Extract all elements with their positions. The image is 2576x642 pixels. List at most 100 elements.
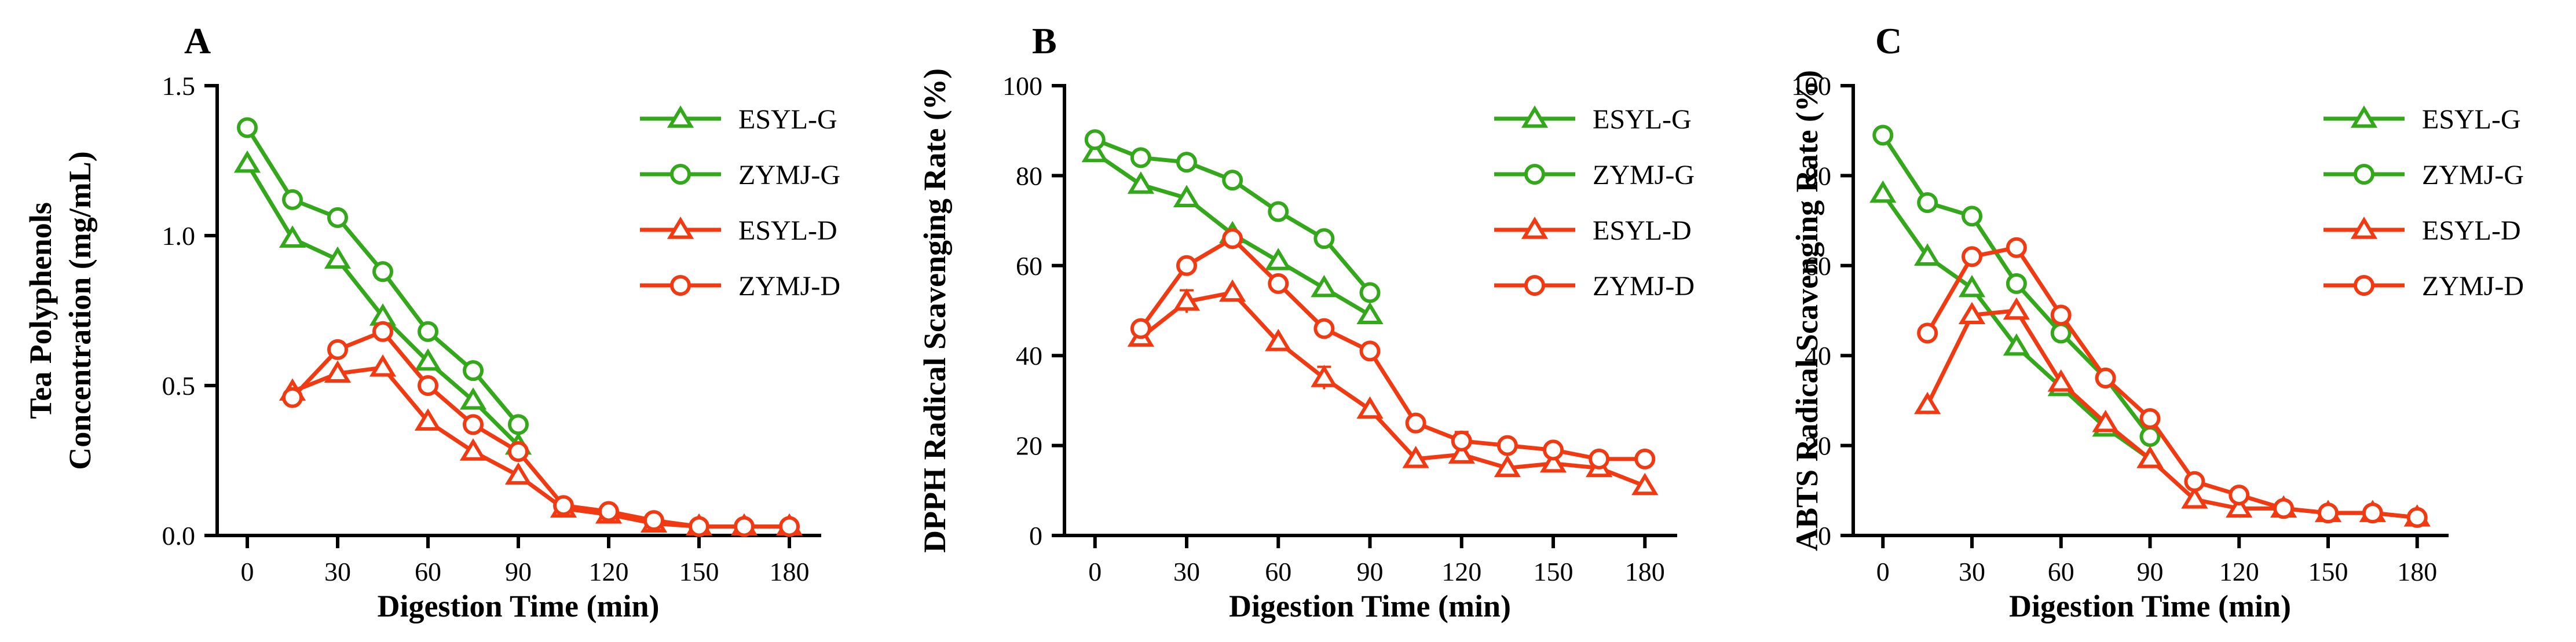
y-tick-label: 0 bbox=[1818, 521, 1831, 551]
panel-a: A 0 30 60 90 120 150 180 0.0 0.5 1.0 1.5 Digestion T… bbox=[23, 20, 840, 623]
series-esyl-g bbox=[1869, 180, 2164, 468]
data-point bbox=[643, 510, 664, 531]
data-point bbox=[327, 339, 348, 360]
series-line bbox=[1139, 236, 1645, 461]
data-point bbox=[2362, 502, 2383, 524]
data-point bbox=[327, 207, 348, 228]
x-tick-label: 90 bbox=[1357, 557, 1384, 586]
x-tick-label: 120 bbox=[2219, 557, 2259, 586]
data-point bbox=[1631, 472, 1659, 496]
series-esyl-d bbox=[1127, 279, 1659, 496]
data-point bbox=[233, 150, 261, 173]
legend: ESYL-G ZYMJ-G ESYL-D ZYMJ-D bbox=[1494, 104, 1695, 302]
data-point bbox=[282, 387, 303, 408]
panel-letter: A bbox=[184, 20, 211, 61]
data-point bbox=[1402, 446, 1429, 468]
data-point bbox=[1313, 228, 1335, 250]
y-tick-label: 0.5 bbox=[162, 371, 196, 401]
data-point bbox=[1222, 228, 1243, 250]
data-point bbox=[1356, 396, 1384, 419]
data-point bbox=[414, 408, 442, 431]
legend-marker bbox=[667, 217, 694, 239]
data-point bbox=[372, 261, 393, 283]
data-point bbox=[2139, 408, 2161, 429]
data-point bbox=[2184, 471, 2205, 492]
legend-marker bbox=[1524, 275, 1545, 296]
data-point bbox=[553, 495, 574, 516]
data-point bbox=[372, 321, 393, 342]
data-point bbox=[1311, 274, 1338, 298]
data-point bbox=[1311, 365, 1338, 387]
data-point bbox=[2318, 502, 2339, 524]
legend-marker bbox=[1521, 105, 1549, 128]
data-point bbox=[463, 414, 484, 435]
data-point bbox=[1176, 255, 1197, 276]
legend-marker bbox=[1521, 217, 1549, 239]
y-tick-label: 40 bbox=[1016, 341, 1042, 370]
data-point bbox=[689, 516, 709, 537]
legend-label: ESYL-D bbox=[738, 215, 837, 246]
x-tick-label: 0 bbox=[241, 557, 254, 586]
data-point bbox=[2003, 333, 2030, 356]
legend-marker bbox=[2354, 164, 2374, 185]
data-point bbox=[734, 516, 755, 537]
y-tick-label: 100 bbox=[1791, 71, 1831, 101]
data-point bbox=[1265, 248, 1292, 270]
data-point bbox=[2092, 409, 2119, 432]
panel-letter: C bbox=[1875, 20, 1902, 61]
legend-label: ZYMJ-G bbox=[2422, 160, 2524, 190]
panel-letter: B bbox=[1032, 20, 1057, 61]
data-point bbox=[1543, 439, 1564, 461]
data-point bbox=[1081, 140, 1108, 163]
data-point bbox=[1130, 147, 1151, 168]
y-tick-label: 1.0 bbox=[162, 221, 196, 251]
data-point bbox=[1539, 450, 1567, 473]
data-point bbox=[2273, 498, 2295, 519]
series-line bbox=[1925, 309, 2418, 520]
data-point bbox=[1219, 279, 1246, 302]
data-point bbox=[1589, 448, 1610, 469]
data-point bbox=[1872, 124, 1894, 146]
data-point bbox=[1356, 302, 1384, 325]
data-point bbox=[2406, 507, 2428, 528]
series-esyl-d bbox=[1913, 297, 2431, 527]
y-tick-label: 60 bbox=[1805, 251, 1831, 281]
x-tick-label: 150 bbox=[2308, 557, 2348, 586]
legend-marker bbox=[2350, 217, 2378, 239]
data-point bbox=[504, 462, 532, 485]
legend-label: ESYL-D bbox=[1593, 215, 1692, 246]
data-point bbox=[2050, 305, 2072, 326]
legend-marker bbox=[2350, 105, 2378, 128]
series-line bbox=[291, 329, 789, 529]
legend-label: ZYMJ-D bbox=[738, 271, 840, 302]
y-tick-label: 60 bbox=[1016, 251, 1042, 281]
x-tick-label: 120 bbox=[589, 557, 629, 586]
x-axis-title: Digestion Time (min) bbox=[377, 589, 659, 623]
data-point bbox=[1494, 454, 1521, 478]
data-point bbox=[237, 117, 258, 138]
legend-marker bbox=[2354, 275, 2374, 296]
data-point bbox=[2229, 485, 2250, 506]
x-tick-label: 0 bbox=[1876, 557, 1890, 586]
y-axis-title: ABTS Radical Scavenging Rate (%) bbox=[1790, 70, 1824, 551]
data-point bbox=[1130, 318, 1151, 339]
y-tick-label: 20 bbox=[1016, 431, 1042, 461]
legend-marker bbox=[1524, 164, 1545, 185]
series-zymj-g bbox=[1084, 129, 1381, 303]
legend-label: ZYMJ-G bbox=[1593, 160, 1695, 190]
x-tick-label: 60 bbox=[1265, 557, 1291, 586]
y-axis-title: Concentration (mg/mL) bbox=[63, 151, 97, 469]
legend-item: ESYL-D bbox=[640, 215, 837, 246]
y-tick-label: 1.5 bbox=[162, 71, 196, 101]
data-point bbox=[463, 360, 484, 381]
data-point bbox=[414, 348, 442, 371]
legend-item: ESYL-G bbox=[2323, 104, 2521, 135]
legend-item: ZYMJ-D bbox=[2323, 271, 2524, 302]
series-zymj-g bbox=[1872, 124, 2161, 447]
x-tick-label: 0 bbox=[1088, 557, 1102, 586]
data-point bbox=[2003, 297, 2030, 320]
legend: ESYL-G ZYMJ-G ESYL-D ZYMJ-D bbox=[2323, 104, 2524, 302]
x-tick-label: 30 bbox=[324, 557, 351, 586]
legend-label: ESYL-D bbox=[2422, 215, 2521, 246]
series-esyl-g bbox=[233, 150, 532, 455]
